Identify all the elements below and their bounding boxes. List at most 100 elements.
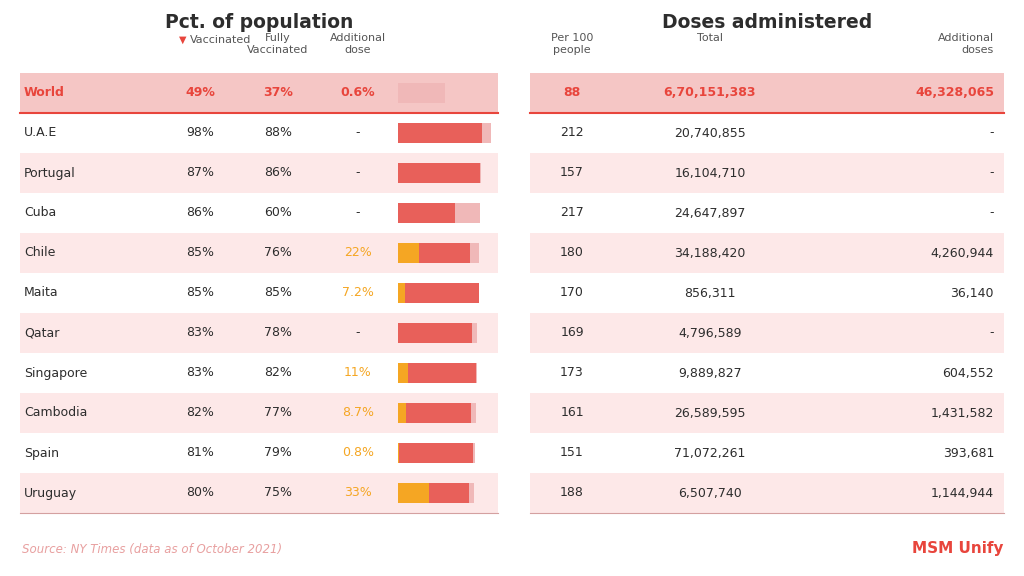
Bar	[398, 363, 477, 384]
Text: 77%: 77%	[264, 407, 292, 419]
Text: 49%: 49%	[185, 86, 215, 100]
Bar	[398, 403, 407, 423]
Bar	[398, 442, 475, 464]
Bar	[398, 442, 473, 464]
Bar	[398, 283, 479, 304]
Text: 0.8%: 0.8%	[342, 446, 374, 460]
Text: 161: 161	[560, 407, 584, 419]
Text: 217: 217	[560, 207, 584, 219]
Text: 85%: 85%	[186, 247, 214, 260]
Text: 75%: 75%	[264, 487, 292, 499]
Text: 169: 169	[560, 327, 584, 339]
Text: 4,796,589: 4,796,589	[678, 327, 741, 339]
Text: 26,589,595: 26,589,595	[674, 407, 745, 419]
Text: -: -	[355, 166, 360, 180]
Bar	[530, 353, 1004, 393]
Text: 0.6%: 0.6%	[341, 86, 376, 100]
Bar	[20, 193, 498, 233]
Text: 7.2%: 7.2%	[342, 286, 374, 300]
Text: 79%: 79%	[264, 446, 292, 460]
Text: 82%: 82%	[186, 407, 214, 419]
Text: 393,681: 393,681	[943, 446, 994, 460]
Text: 173: 173	[560, 366, 584, 380]
Bar	[398, 363, 409, 384]
Text: 6,507,740: 6,507,740	[678, 487, 741, 499]
Text: 36,140: 36,140	[950, 286, 994, 300]
Bar	[530, 153, 1004, 193]
Text: 85%: 85%	[186, 286, 214, 300]
Bar	[20, 233, 498, 273]
Text: 83%: 83%	[186, 366, 214, 380]
Text: -: -	[355, 127, 360, 139]
Bar	[530, 113, 1004, 153]
Text: 16,104,710: 16,104,710	[675, 166, 745, 180]
Bar	[398, 242, 479, 263]
Bar	[20, 153, 498, 193]
Text: Singapore: Singapore	[24, 366, 87, 380]
Text: 46,328,065: 46,328,065	[915, 86, 994, 100]
Bar	[398, 403, 476, 423]
Text: 1,431,582: 1,431,582	[931, 407, 994, 419]
Text: Maita: Maita	[24, 286, 58, 300]
Text: MSM Unify: MSM Unify	[912, 541, 1004, 556]
Bar	[398, 483, 429, 503]
Text: 11%: 11%	[344, 366, 372, 380]
Bar	[530, 393, 1004, 433]
Text: Vaccinated: Vaccinated	[190, 35, 251, 45]
Text: Additional
dose: Additional dose	[330, 33, 386, 55]
Bar	[398, 203, 455, 223]
Text: 34,188,420: 34,188,420	[675, 247, 745, 260]
Bar	[530, 73, 1004, 113]
Text: 157: 157	[560, 166, 584, 180]
Text: 81%: 81%	[186, 446, 214, 460]
Bar	[398, 162, 479, 183]
Text: Fully
Vaccinated: Fully Vaccinated	[248, 33, 308, 55]
Bar	[20, 273, 498, 313]
Text: Uruguay: Uruguay	[24, 487, 77, 499]
Text: Chile: Chile	[24, 247, 55, 260]
Bar	[398, 162, 480, 183]
Text: 37%: 37%	[263, 86, 293, 100]
Text: 80%: 80%	[186, 487, 214, 499]
Text: 85%: 85%	[264, 286, 292, 300]
Bar	[20, 313, 498, 353]
Bar	[398, 82, 444, 104]
Text: 151: 151	[560, 446, 584, 460]
Bar	[20, 433, 498, 473]
Bar	[530, 233, 1004, 273]
Text: Per 100
people: Per 100 people	[551, 33, 593, 55]
Text: -: -	[989, 327, 994, 339]
Text: 87%: 87%	[186, 166, 214, 180]
Text: Additional
doses: Additional doses	[938, 33, 994, 55]
Text: -: -	[355, 207, 360, 219]
Bar	[20, 393, 498, 433]
Bar	[407, 403, 471, 423]
Bar	[530, 433, 1004, 473]
Text: 22%: 22%	[344, 247, 372, 260]
Bar	[20, 353, 498, 393]
Bar	[398, 323, 472, 343]
Text: Total: Total	[697, 33, 723, 43]
Bar	[398, 483, 474, 503]
Text: 604,552: 604,552	[942, 366, 994, 380]
Text: 78%: 78%	[264, 327, 292, 339]
Text: 8.7%: 8.7%	[342, 407, 374, 419]
Text: 4,260,944: 4,260,944	[931, 247, 994, 260]
Text: 856,311: 856,311	[684, 286, 736, 300]
Bar	[404, 283, 479, 304]
Bar	[429, 483, 469, 503]
Text: 98%: 98%	[186, 127, 214, 139]
Text: Spain: Spain	[24, 446, 59, 460]
Bar	[409, 363, 476, 384]
Text: 71,072,261: 71,072,261	[675, 446, 745, 460]
Text: -: -	[989, 127, 994, 139]
Text: Pct. of population: Pct. of population	[165, 13, 353, 32]
Bar	[398, 123, 481, 143]
Text: ▼: ▼	[178, 35, 186, 45]
Text: 88%: 88%	[264, 127, 292, 139]
Text: Cambodia: Cambodia	[24, 407, 87, 419]
Text: 1,144,944: 1,144,944	[931, 487, 994, 499]
Text: 170: 170	[560, 286, 584, 300]
Bar	[398, 123, 492, 143]
Text: 6,70,151,383: 6,70,151,383	[664, 86, 757, 100]
